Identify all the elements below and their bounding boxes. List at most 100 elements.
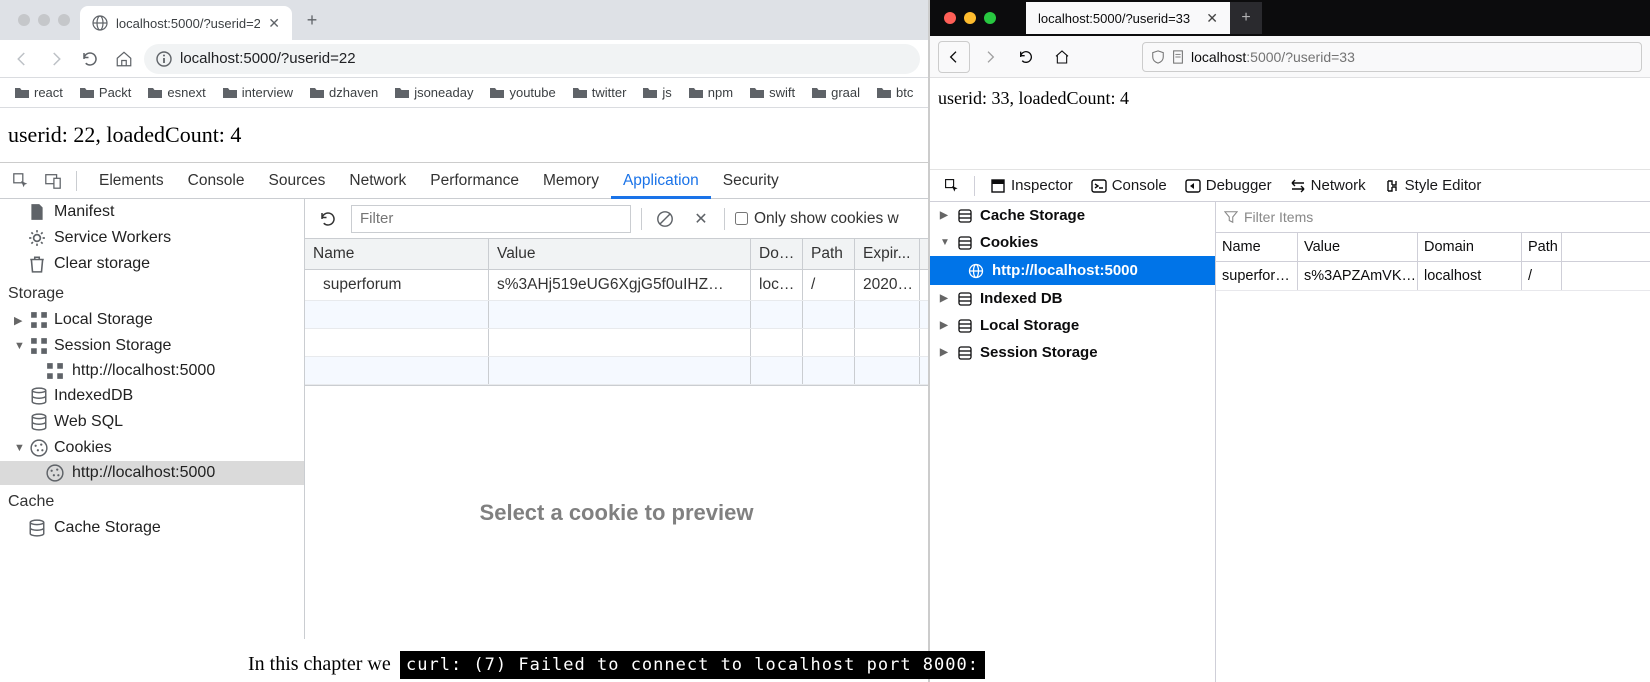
firefox-window: localhost:5000/?userid=33 ✕ + localhost:… <box>928 0 1650 682</box>
devtools-tab-network[interactable]: Network <box>1281 170 1375 202</box>
bookmark-item[interactable]: btc <box>870 83 919 103</box>
devtools-tab-console[interactable]: Console <box>176 163 257 199</box>
sidebar-group[interactable]: ▼Cookies <box>0 435 304 461</box>
devtools-tab-debugger[interactable]: Debugger <box>1176 170 1281 202</box>
only-cookies-checkbox[interactable]: Only show cookies w <box>735 210 899 228</box>
devtools-tab-elements[interactable]: Elements <box>87 163 176 199</box>
bookmark-item[interactable]: graal <box>805 83 866 103</box>
th-value[interactable]: Value <box>1298 233 1418 261</box>
sidebar-item[interactable]: Clear storage <box>0 251 304 277</box>
bookmark-item[interactable]: Packt <box>73 83 138 103</box>
home-button[interactable] <box>1046 41 1078 73</box>
omnibox[interactable]: localhost:5000/?userid=22 <box>144 44 920 74</box>
sidebar-group[interactable]: Web SQL <box>0 409 304 435</box>
th-name[interactable]: Name <box>305 239 489 269</box>
url-text: localhost:5000/?userid=22 <box>180 50 356 67</box>
th-path[interactable]: Path <box>803 239 855 269</box>
reload-button[interactable] <box>76 45 104 73</box>
th-expires[interactable]: Expir... <box>855 239 920 269</box>
devtools-tab-sources[interactable]: Sources <box>257 163 338 199</box>
sidebar-item[interactable]: Manifest <box>0 199 304 225</box>
devtools-tab-application[interactable]: Application <box>611 163 711 199</box>
refresh-icon[interactable] <box>315 206 341 232</box>
inspect-element-icon[interactable] <box>8 168 34 194</box>
bookmark-item[interactable]: jsoneaday <box>388 83 479 103</box>
devtools-tab-console[interactable]: Console <box>1082 170 1176 202</box>
application-sidebar[interactable]: ManifestService WorkersClear storage Sto… <box>0 199 305 639</box>
device-toolbar-icon[interactable] <box>40 168 66 194</box>
sidebar-item[interactable]: Cache Storage <box>0 515 304 541</box>
new-tab-button[interactable]: + <box>298 6 326 34</box>
bookmark-item[interactable]: swift <box>743 83 801 103</box>
block-icon[interactable] <box>652 206 678 232</box>
devtools-tab-security[interactable]: Security <box>711 163 791 199</box>
bookmark-item[interactable]: react <box>8 83 69 103</box>
traffic-min-icon[interactable] <box>38 14 50 26</box>
separator <box>724 208 725 230</box>
storage-sidebar-item[interactable]: ▼Cookies <box>930 229 1215 256</box>
cookie-preview-pane: Select a cookie to preview <box>305 386 928 639</box>
storage-sidebar-item[interactable]: ▶Session Storage <box>930 339 1215 366</box>
back-button[interactable] <box>8 45 36 73</box>
firefox-tab[interactable]: localhost:5000/?userid=33 ✕ <box>1026 2 1230 34</box>
table-row[interactable] <box>305 357 928 385</box>
storage-sidebar-item[interactable]: ▶Cache Storage <box>930 202 1215 229</box>
sidebar-sub-label: http://localhost:5000 <box>992 262 1138 279</box>
table-row[interactable]: superforum s%3AHj519eUG6XgjG5f0uIHZ… loc… <box>305 270 928 301</box>
close-icon[interactable]: ✕ <box>268 15 280 32</box>
th-domain[interactable]: Domain <box>1418 233 1522 261</box>
table-row[interactable] <box>305 329 928 357</box>
sidebar-group[interactable]: IndexedDB <box>0 383 304 409</box>
table-row[interactable]: superfor… s%3APZAmVK… localhost / <box>1216 262 1650 291</box>
devtools-tab-network[interactable]: Network <box>337 163 418 199</box>
storage-sidebar-item[interactable]: ▶Local Storage <box>930 312 1215 339</box>
shield-icon <box>1151 50 1165 64</box>
filter-bar[interactable]: Filter Items <box>1216 202 1650 233</box>
sidebar-sub-item[interactable]: http://localhost:5000 <box>0 461 304 485</box>
forward-button[interactable] <box>974 41 1006 73</box>
reload-button[interactable] <box>1010 41 1042 73</box>
traffic-close-icon[interactable] <box>18 14 30 26</box>
traffic-max-icon[interactable] <box>58 14 70 26</box>
devtools-tab-performance[interactable]: Performance <box>418 163 531 199</box>
sidebar-item[interactable]: Service Workers <box>0 225 304 251</box>
bookmark-item[interactable]: dzhaven <box>303 83 384 103</box>
home-button[interactable] <box>110 45 138 73</box>
bookmark-item[interactable]: interview <box>216 83 299 103</box>
traffic-close-icon[interactable] <box>944 12 956 24</box>
iframe-picker-icon[interactable] <box>936 170 968 202</box>
devtools-tab-inspector[interactable]: Inspector <box>981 170 1082 202</box>
url-bar[interactable]: localhost:5000/?userid=33 <box>1142 42 1642 72</box>
th-domain[interactable]: Do… <box>751 239 803 269</box>
devtools-tab-style-editor[interactable]: Style Editor <box>1375 170 1491 202</box>
close-icon[interactable]: ✕ <box>1206 10 1218 27</box>
table-header-row: Name Value Do… Path Expir... <box>305 239 928 270</box>
forward-button[interactable] <box>42 45 70 73</box>
storage-sidebar[interactable]: ▶Cache Storage▼Cookies http://localhost:5… <box>930 202 1216 682</box>
filter-input[interactable] <box>351 205 631 233</box>
chrome-tabbar: localhost:5000/?userid=22 ✕ + <box>0 0 928 40</box>
th-value[interactable]: Value <box>489 239 751 269</box>
devtools-tab-memory[interactable]: Memory <box>531 163 611 199</box>
traffic-min-icon[interactable] <box>964 12 976 24</box>
traffic-max-icon[interactable] <box>984 12 996 24</box>
clear-icon[interactable]: ✕ <box>688 206 714 232</box>
bookmark-item[interactable]: youtube <box>483 83 561 103</box>
th-name[interactable]: Name <box>1216 233 1298 261</box>
storage-sidebar-item[interactable]: ▶Indexed DB <box>930 285 1215 312</box>
sidebar-group[interactable]: ▶Local Storage <box>0 307 304 333</box>
storage-sidebar-sub[interactable]: http://localhost:5000 <box>930 256 1215 285</box>
sidebar-sub-item[interactable]: http://localhost:5000 <box>0 359 304 383</box>
bookmark-item[interactable]: npm <box>682 83 739 103</box>
new-tab-button[interactable]: + <box>1230 2 1262 34</box>
chrome-tab[interactable]: localhost:5000/?userid=22 ✕ <box>80 6 292 40</box>
bookmark-item[interactable]: js <box>636 83 677 103</box>
bookmark-item[interactable]: twitter <box>566 83 633 103</box>
th-path[interactable]: Path <box>1522 233 1562 261</box>
storage-icon <box>957 291 973 307</box>
tab-label: Inspector <box>1011 177 1073 194</box>
table-row[interactable] <box>305 301 928 329</box>
back-button[interactable] <box>938 41 970 73</box>
sidebar-group[interactable]: ▼Session Storage <box>0 333 304 359</box>
bookmark-item[interactable]: esnext <box>141 83 211 103</box>
